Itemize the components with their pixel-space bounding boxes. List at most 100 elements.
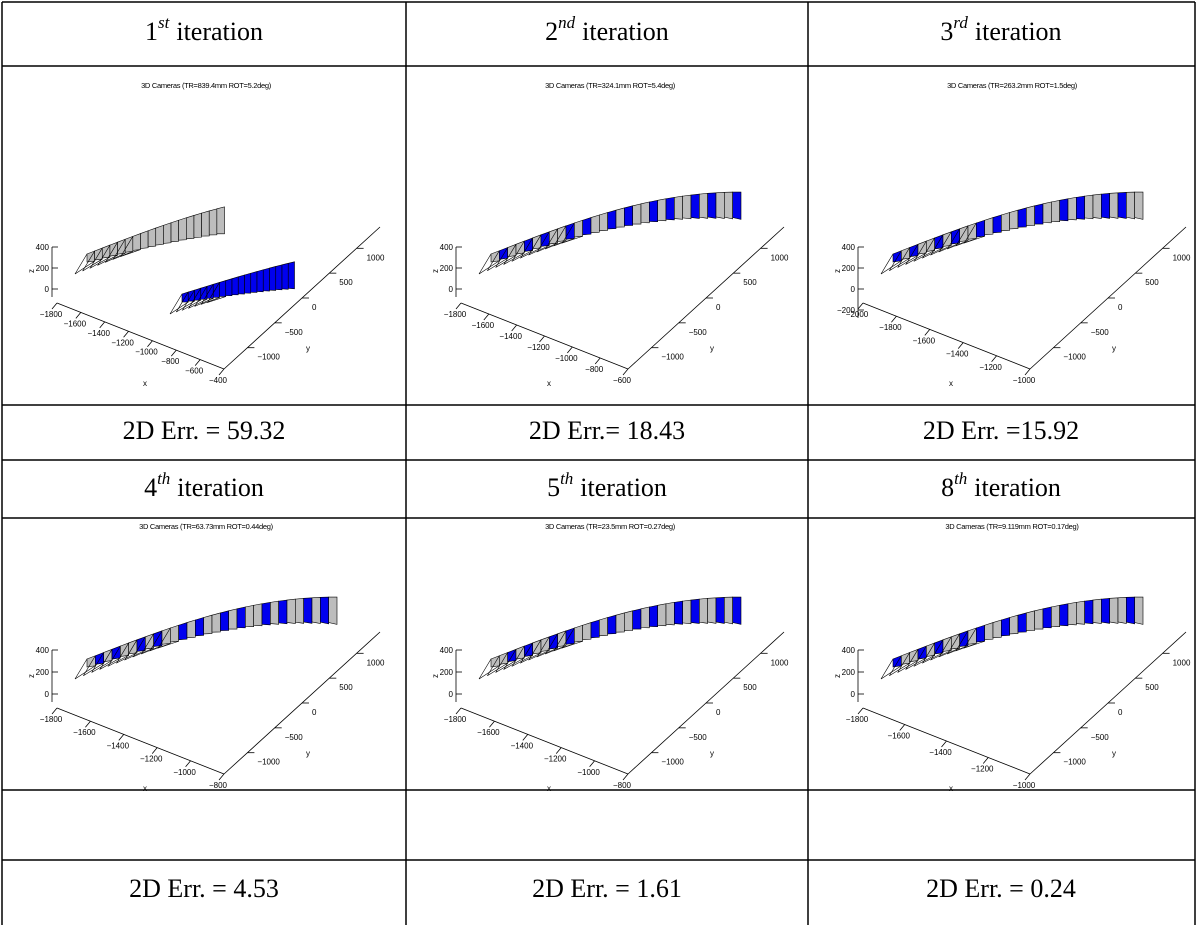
axes	[51, 631, 381, 781]
y-tick-label: 0	[312, 303, 317, 312]
camera	[261, 602, 271, 626]
camera	[1051, 604, 1060, 628]
camera-frustum	[74, 253, 95, 275]
x-label: x	[949, 379, 953, 388]
x-tick	[85, 720, 91, 728]
x-tick-label: −1200	[527, 343, 550, 352]
camera-frustum	[487, 655, 508, 677]
camera	[178, 622, 188, 641]
camera	[699, 598, 708, 624]
x-tick	[483, 313, 490, 321]
z-tick-label: 0	[45, 690, 50, 699]
x-tick	[589, 760, 595, 768]
panel-header: 4th iteration	[144, 469, 264, 502]
camera	[1134, 191, 1144, 220]
y-tick-label: 0	[716, 708, 721, 717]
y-tick-label: 0	[312, 708, 317, 717]
camera	[1009, 614, 1019, 635]
x-tick	[51, 302, 58, 310]
camera	[1067, 197, 1077, 221]
z-tick-label: 400	[842, 243, 856, 252]
camera-frustum	[963, 222, 985, 244]
y-label: y	[1112, 344, 1116, 353]
z-tick-label: 0	[851, 285, 856, 294]
z-tick-label: 200	[36, 668, 50, 677]
error-value: 2D Err. = 59.32	[123, 416, 286, 445]
camera-frustum	[181, 289, 201, 311]
y-tick-label: 0	[716, 303, 721, 312]
camera-frustum	[913, 240, 935, 262]
x-tick-label: −1000	[135, 348, 158, 357]
x-tick-label: −800	[161, 357, 180, 366]
camera	[992, 619, 1002, 639]
camera-frustum	[478, 658, 500, 680]
iteration-word: iteration	[975, 17, 1062, 46]
camera-frustum	[536, 231, 558, 253]
camera	[195, 617, 204, 637]
camera-band	[880, 596, 1144, 680]
x-tick	[522, 734, 529, 741]
camera	[690, 193, 700, 219]
camera	[649, 604, 658, 628]
y-tick-label: 500	[743, 683, 757, 692]
x-tick-label: −1800	[40, 715, 63, 724]
camera	[1009, 209, 1019, 230]
camera	[582, 217, 592, 236]
camera	[1126, 596, 1135, 625]
y-tick-label: 1000	[771, 658, 789, 667]
x-tick	[982, 757, 989, 764]
x-axis	[56, 707, 225, 775]
camera-frustum	[889, 250, 910, 272]
camera	[1109, 192, 1119, 219]
x-tick-label: −1200	[979, 363, 1002, 372]
camera-frustum	[553, 225, 575, 247]
panel-header: 8th iteration	[941, 469, 1061, 502]
camera-frustum	[930, 639, 952, 661]
x-tick-label: −800	[209, 781, 228, 790]
camera	[1084, 194, 1094, 220]
camera-frustum	[91, 652, 113, 673]
x-tick-label: −1800	[40, 310, 63, 319]
iteration-number: 5	[547, 473, 560, 502]
camera	[1126, 191, 1135, 220]
camera	[984, 217, 994, 236]
camera	[615, 612, 625, 633]
panel: 4th iteration 2D Err. = 4.53 3D Cameras (TR…	[27, 469, 385, 903]
ordinal-suffix: st	[158, 13, 171, 32]
x-tick	[170, 349, 177, 357]
z-tick-label: 400	[440, 646, 454, 655]
camera	[1034, 608, 1044, 630]
camera-frustum	[561, 222, 583, 244]
plot-title: 3D Cameras (TR=839.4mm ROT=5.2deg)	[141, 81, 272, 90]
x-tick	[891, 315, 897, 323]
camera	[1059, 198, 1069, 222]
camera	[649, 199, 658, 223]
y-tick-label: 1000	[367, 658, 385, 667]
x-tick-label: −2000	[846, 310, 869, 319]
x-tick-label: −1000	[577, 768, 600, 777]
camera-frustum	[83, 655, 104, 677]
camera	[269, 266, 277, 291]
axes	[51, 226, 381, 376]
iteration-word: iteration	[580, 473, 667, 502]
camera	[624, 205, 633, 226]
error-value: 2D Err. = 0.24	[926, 874, 1076, 903]
camera	[582, 622, 592, 641]
panel-header: 1st iteration	[145, 13, 263, 46]
plot-title: 3D Cameras (TR=9.119mm ROT=0.17deg)	[945, 522, 1079, 531]
z-label: z	[833, 674, 842, 678]
camera	[155, 224, 164, 246]
camera-frustum	[115, 642, 138, 664]
x-tick-label: −1800	[444, 310, 467, 319]
camera	[286, 598, 296, 624]
camera	[984, 622, 994, 641]
camera	[599, 212, 608, 232]
z-tick-label: 200	[440, 668, 454, 677]
camera	[732, 596, 742, 625]
z-tick-label: 0	[851, 690, 856, 699]
z-tick-label: 0	[449, 690, 454, 699]
plot-title: 3D Cameras (TR=23.5mm ROT=0.27deg)	[545, 522, 676, 531]
camera	[220, 610, 229, 631]
z-tick-label: 400	[440, 243, 454, 252]
panel: 2nd iteration 2D Err.= 18.43 3D Cameras (TR…	[431, 13, 789, 445]
